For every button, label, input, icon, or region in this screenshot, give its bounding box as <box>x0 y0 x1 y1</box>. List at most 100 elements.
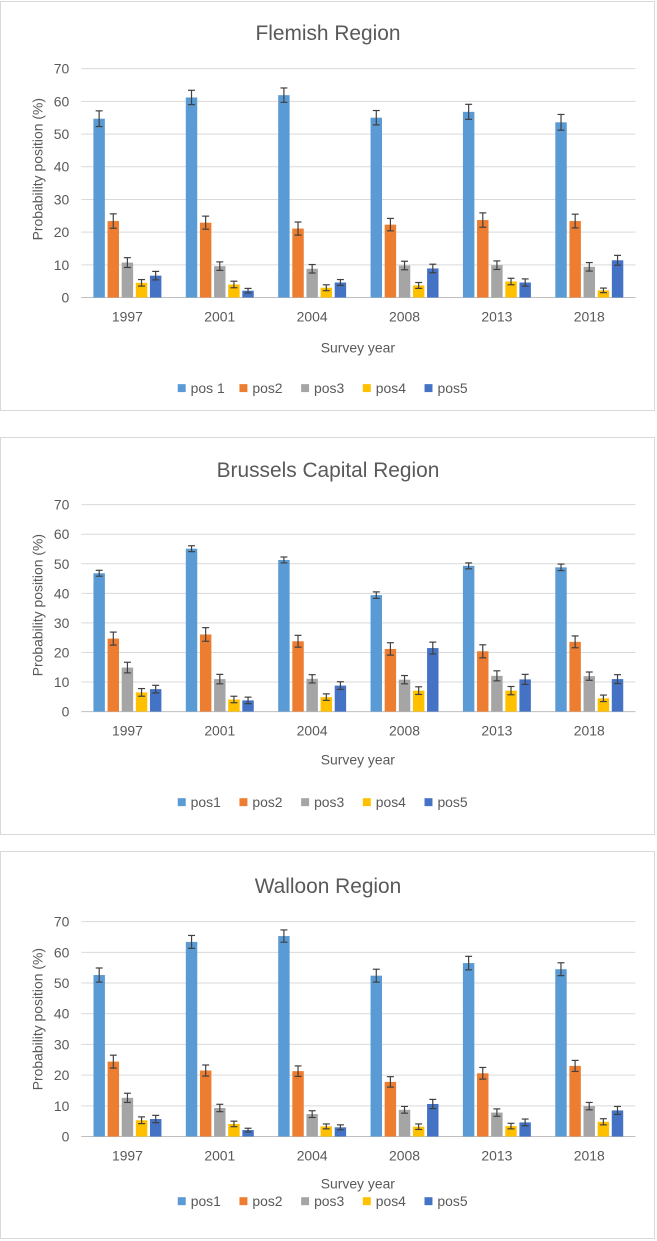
legend-swatch <box>239 384 248 393</box>
legend-label: pos5 <box>437 794 467 810</box>
error-bar-pos2-2018 <box>571 635 579 649</box>
bar-pos4-2008 <box>412 690 425 712</box>
bar-pos2-2013 <box>477 220 489 298</box>
bar-pos1-2013 <box>462 111 475 298</box>
error-bar-pos5-2013 <box>521 1118 529 1127</box>
x-tick-label: 1997 <box>112 1147 143 1163</box>
bar-pos1-2018 <box>555 969 567 1137</box>
bar-pos4-1997 <box>135 692 148 712</box>
error-bar-pos1-2008 <box>372 591 380 599</box>
bar-pos2-1997 <box>107 221 119 298</box>
error-bar-pos3-1997 <box>123 257 131 269</box>
bar-pos2-2001 <box>199 1070 212 1137</box>
legend-item-pos2: pos2 <box>239 380 283 396</box>
bar-pos4-1997 <box>135 282 148 298</box>
legend-item-pos4: pos4 <box>362 794 406 810</box>
bar-pos4-2018 <box>597 290 610 298</box>
y-tick-labels: 0 10 20 30 40 50 60 70 <box>54 497 70 720</box>
x-tick-label: 1997 <box>112 722 143 738</box>
chart-title: Walloon Region <box>255 875 402 898</box>
y-tick-label: 70 <box>54 914 70 930</box>
bar-pos3-1997 <box>121 667 134 712</box>
bar-pos4-2013 <box>505 690 517 712</box>
legend-label: pos4 <box>376 794 406 810</box>
error-bar-pos3-2013 <box>493 260 501 271</box>
legend-swatch <box>301 798 310 807</box>
chart-svg-flemish: Flemish Region Probability position (%) … <box>29 22 636 396</box>
y-tick-label: 50 <box>54 556 70 572</box>
x-tick-label: 2018 <box>574 1147 605 1163</box>
error-bar-pos4-2008 <box>415 281 423 289</box>
error-bar-pos3-2018 <box>585 261 593 272</box>
bar-pos5-2008 <box>427 1103 439 1137</box>
bar-pos2-2004 <box>292 228 304 298</box>
bar-pos3-2013 <box>491 675 503 712</box>
bar-pos1-2001 <box>185 97 198 298</box>
error-bar-pos5-2004 <box>336 1124 344 1131</box>
legend-label: pos5 <box>437 380 467 396</box>
legend-label: pos1 <box>191 794 221 810</box>
error-bar-pos2-2001 <box>202 627 210 642</box>
error-bar-pos3-2001 <box>216 673 224 685</box>
chart-svg-walloon: Walloon Region Probability position (%) … <box>29 875 636 1209</box>
y-tick-label: 30 <box>54 615 70 631</box>
error-bar-pos1-2004 <box>280 556 288 564</box>
error-bar-pos3-2018 <box>585 671 593 681</box>
error-bar-pos3-2004 <box>308 674 316 684</box>
x-tick-label: 2018 <box>574 308 605 324</box>
bar-pos5-2013 <box>519 679 531 712</box>
legend-label: pos2 <box>252 1193 282 1209</box>
bar-pos3-2001 <box>214 266 226 298</box>
error-bar-pos4-1997 <box>138 1116 146 1125</box>
error-bar-pos4-2004 <box>322 1123 330 1130</box>
error-bar-pos3-2008 <box>401 674 409 685</box>
chart-svg-brussels: Brussels Capital Region Probability posi… <box>29 459 636 810</box>
bar-pos1-1997 <box>93 118 105 298</box>
legend-label: pos4 <box>376 380 406 396</box>
legend-swatch <box>301 384 310 393</box>
bar-pos4-2018 <box>597 1121 610 1137</box>
y-axis-label: Probability position (%) <box>29 98 45 240</box>
bar-pos3-2008 <box>398 679 411 712</box>
x-tick-label: 2018 <box>574 722 605 738</box>
bar-pos1-2018 <box>555 567 567 712</box>
legend-item-pos1: pos1 <box>177 1193 221 1209</box>
legend: pos1 pos2 pos3 pos4 pos5 <box>177 1193 468 1209</box>
error-bar-pos4-2013 <box>507 1122 515 1130</box>
bar-pos1-2008 <box>370 975 382 1137</box>
error-bar-pos1-2008 <box>372 968 380 983</box>
error-bar-pos4-2001 <box>230 695 238 704</box>
bar-pos1-2008 <box>370 595 382 712</box>
error-bar-pos3-2001 <box>216 1103 224 1113</box>
legend-item-pos2: pos2 <box>239 794 283 810</box>
bar-pos4-2018 <box>597 698 610 712</box>
bar-pos5-1997 <box>149 275 162 298</box>
y-axis-label: Probability position (%) <box>29 948 45 1090</box>
bar-pos5-2001 <box>242 700 254 712</box>
error-bar-pos1-2013 <box>465 103 473 120</box>
bar-pos2-2013 <box>477 651 489 712</box>
bar-pos3-1997 <box>121 262 134 298</box>
error-bar-pos1-1997 <box>95 110 103 128</box>
bars <box>93 929 624 1137</box>
error-bar-pos2-2018 <box>571 213 579 229</box>
legend-swatch <box>362 1197 371 1206</box>
y-tick-label: 0 <box>62 290 70 306</box>
bar-pos3-2001 <box>214 679 226 712</box>
error-bar-pos1-1997 <box>95 967 103 983</box>
error-bar-pos1-2018 <box>557 563 565 572</box>
error-bar-pos5-1997 <box>152 270 160 281</box>
bar-pos2-2008 <box>384 648 397 712</box>
bar-pos4-2001 <box>228 284 240 298</box>
error-bar-pos4-2013 <box>507 277 515 286</box>
bar-pos2-2018 <box>569 221 581 298</box>
gridlines <box>81 921 636 1138</box>
error-bar-pos2-1997 <box>109 1054 117 1069</box>
y-tick-label: 40 <box>54 1006 70 1022</box>
y-tick-label: 60 <box>54 526 70 542</box>
bar-pos5-2013 <box>519 282 531 298</box>
legend-label: pos5 <box>437 1193 467 1209</box>
error-bar-pos5-2008 <box>429 641 437 655</box>
y-tick-labels: 0 10 20 30 40 50 60 70 <box>54 61 70 306</box>
bar-pos1-2001 <box>185 548 198 712</box>
